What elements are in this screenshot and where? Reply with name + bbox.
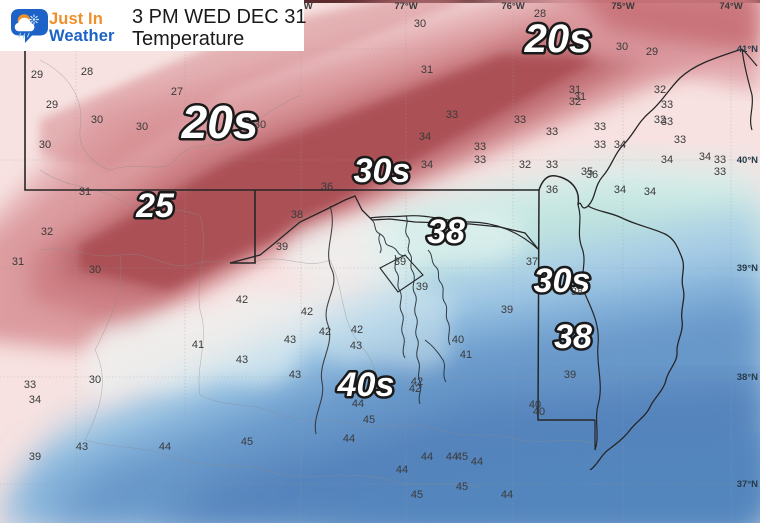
svg-text:38: 38 [554, 318, 592, 356]
svg-text:33: 33 [661, 116, 673, 128]
svg-text:38: 38 [571, 286, 583, 298]
svg-text:40: 40 [452, 334, 464, 346]
svg-text:30: 30 [89, 374, 101, 386]
svg-text:74°W: 74°W [719, 1, 742, 12]
svg-text:31: 31 [79, 186, 91, 198]
svg-text:40: 40 [533, 406, 545, 418]
svg-text:44: 44 [501, 489, 513, 501]
svg-text:30: 30 [39, 139, 51, 151]
svg-text:44: 44 [352, 398, 364, 410]
svg-text:39: 39 [394, 256, 406, 268]
svg-text:42: 42 [351, 324, 363, 336]
svg-text:29: 29 [31, 69, 43, 81]
svg-text:34: 34 [421, 159, 433, 171]
svg-text:30: 30 [616, 41, 628, 53]
svg-text:33: 33 [546, 159, 558, 171]
svg-text:37°N: 37°N [737, 479, 758, 490]
svg-text:45: 45 [456, 481, 468, 493]
svg-text:38: 38 [427, 213, 465, 251]
svg-text:43: 43 [350, 340, 362, 352]
svg-text:36: 36 [586, 169, 598, 181]
svg-text:28: 28 [534, 8, 546, 20]
svg-text:27: 27 [171, 86, 183, 98]
svg-text:33: 33 [714, 154, 726, 166]
svg-text:30s: 30s [354, 152, 411, 190]
svg-text:44: 44 [421, 451, 433, 463]
svg-text:33: 33 [674, 134, 686, 146]
svg-text:40s: 40s [337, 366, 395, 404]
svg-text:38°N: 38°N [737, 372, 758, 383]
svg-text:45: 45 [411, 489, 423, 501]
svg-text:30: 30 [136, 121, 148, 133]
svg-text:32: 32 [654, 84, 666, 96]
svg-text:29: 29 [646, 46, 658, 58]
svg-text:76°W: 76°W [501, 1, 524, 12]
svg-text:32: 32 [569, 96, 581, 108]
svg-text:20s: 20s [181, 96, 259, 148]
svg-text:45: 45 [363, 414, 375, 426]
svg-text:30: 30 [89, 264, 101, 276]
svg-text:30: 30 [254, 119, 266, 131]
svg-text:34: 34 [614, 184, 626, 196]
svg-text:31: 31 [421, 64, 433, 76]
svg-text:36: 36 [321, 181, 333, 193]
svg-text:39°N: 39°N [737, 263, 758, 274]
svg-text:45: 45 [241, 436, 253, 448]
svg-text:42: 42 [301, 306, 313, 318]
svg-text:33: 33 [661, 99, 673, 111]
svg-text:37: 37 [526, 256, 538, 268]
svg-text:31: 31 [12, 256, 24, 268]
svg-text:42: 42 [409, 383, 421, 395]
svg-text:34: 34 [661, 154, 673, 166]
svg-text:39: 39 [501, 304, 513, 316]
svg-text:44: 44 [396, 464, 408, 476]
svg-text:33: 33 [714, 166, 726, 178]
svg-text:33: 33 [446, 109, 458, 121]
svg-text:34: 34 [644, 186, 656, 198]
svg-text:33: 33 [24, 379, 36, 391]
svg-text:41°N: 41°N [737, 44, 758, 55]
svg-text:44: 44 [343, 433, 355, 445]
svg-text:39: 39 [29, 451, 41, 463]
svg-text:39: 39 [416, 281, 428, 293]
svg-text:33: 33 [546, 126, 558, 138]
svg-text:32: 32 [519, 159, 531, 171]
svg-text:42: 42 [236, 294, 248, 306]
svg-text:28: 28 [81, 66, 93, 78]
svg-text:29: 29 [46, 99, 58, 111]
svg-text:34: 34 [419, 131, 431, 143]
svg-text:33: 33 [474, 141, 486, 153]
svg-text:75°W: 75°W [611, 1, 634, 12]
svg-text:33: 33 [594, 121, 606, 133]
svg-text:25: 25 [135, 187, 175, 225]
svg-text:39: 39 [276, 241, 288, 253]
svg-text:43: 43 [236, 354, 248, 366]
svg-text:30: 30 [414, 18, 426, 30]
svg-text:43: 43 [289, 369, 301, 381]
svg-text:42: 42 [319, 326, 331, 338]
svg-text:32: 32 [41, 226, 53, 238]
svg-text:30: 30 [91, 114, 103, 126]
svg-text:36: 36 [546, 184, 558, 196]
svg-text:77°W: 77°W [394, 1, 417, 12]
svg-text:41: 41 [460, 349, 472, 361]
svg-text:33: 33 [594, 139, 606, 151]
svg-text:33: 33 [474, 154, 486, 166]
svg-text:39: 39 [564, 369, 576, 381]
svg-text:20s: 20s [524, 17, 592, 61]
svg-text:44: 44 [159, 441, 171, 453]
svg-text:43: 43 [76, 441, 88, 453]
svg-text:33: 33 [514, 114, 526, 126]
svg-text:34: 34 [29, 394, 41, 406]
svg-text:43: 43 [284, 334, 296, 346]
svg-text:41: 41 [192, 339, 204, 351]
svg-text:38: 38 [291, 209, 303, 221]
svg-text:34: 34 [699, 151, 711, 163]
svg-text:44: 44 [471, 456, 483, 468]
svg-text:40°N: 40°N [737, 155, 758, 166]
svg-text:34: 34 [614, 139, 626, 151]
svg-text:45: 45 [456, 451, 468, 463]
